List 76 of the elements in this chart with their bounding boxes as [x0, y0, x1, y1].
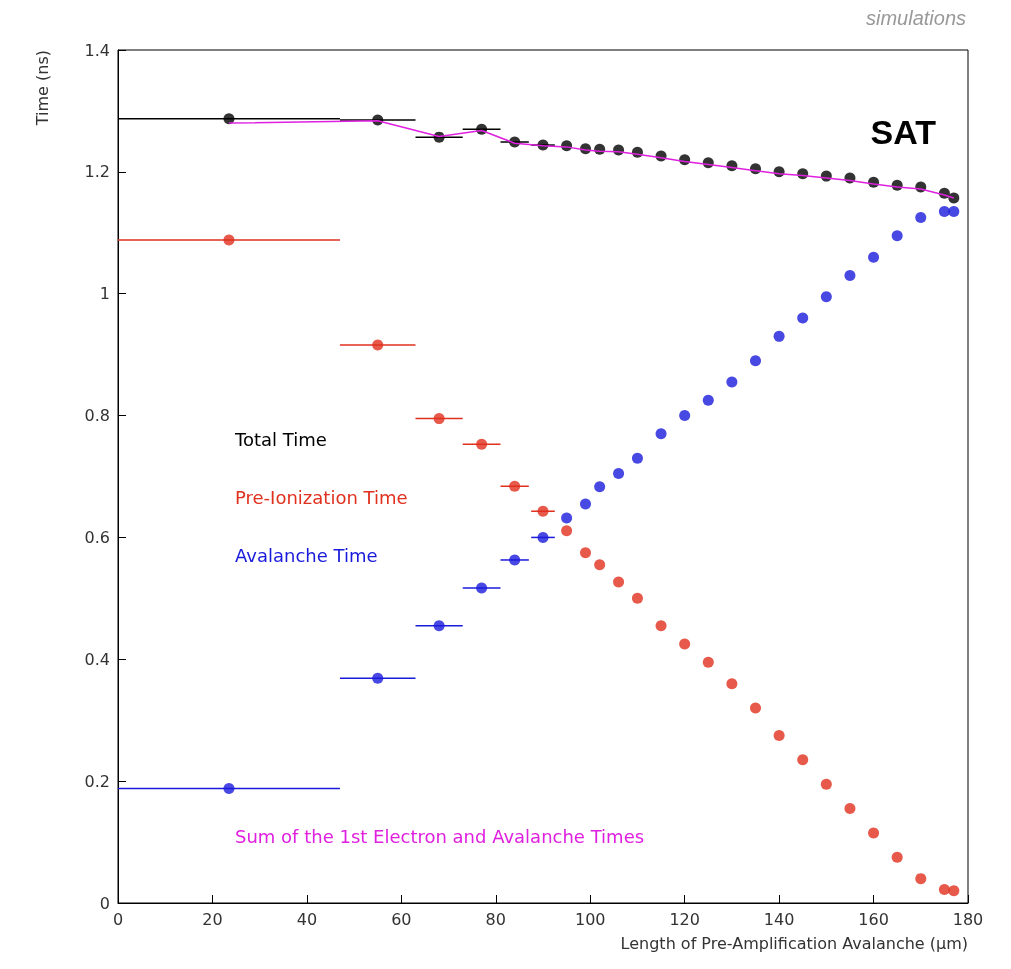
point [476, 582, 488, 594]
y-tick-label: 0.6 [84, 527, 110, 547]
point [580, 547, 591, 559]
point [726, 678, 738, 690]
point [750, 702, 761, 714]
point [820, 778, 832, 790]
point [797, 312, 809, 324]
point [561, 512, 573, 524]
point [891, 230, 903, 242]
x-tick-label: 80 [485, 909, 506, 929]
y-tick-label: 0.8 [84, 406, 110, 426]
point [433, 620, 445, 632]
point [844, 269, 856, 281]
x-tick-label: 40 [296, 909, 318, 929]
point [679, 410, 691, 422]
text: Sum of the 1st Electron and Avalanche Times [235, 825, 645, 847]
point [631, 592, 643, 604]
text: Total Time [234, 428, 327, 450]
point [773, 330, 785, 342]
point [915, 873, 927, 885]
x-tick-label: 60 [391, 909, 412, 929]
text: Pre-Ionization Time [235, 486, 408, 508]
y-tick-label: 0 [99, 893, 110, 913]
y-tick-label: 1 [99, 284, 110, 304]
x-tick-label: 20 [202, 909, 223, 929]
y-tick-label: 1.2 [84, 162, 110, 182]
text: Avalanche Time [235, 544, 378, 566]
point [223, 234, 235, 246]
point [726, 376, 738, 388]
point [655, 620, 667, 632]
x-tick-label: 160 [858, 909, 889, 929]
point [372, 339, 384, 351]
point [750, 355, 761, 367]
point [938, 884, 950, 896]
point [509, 554, 521, 566]
point [561, 525, 573, 537]
point [891, 851, 903, 863]
point [537, 505, 549, 517]
y-axis-title: Time (ns) [32, 50, 52, 127]
y-tick-label: 0.4 [84, 649, 110, 669]
point [948, 885, 960, 897]
point [702, 394, 714, 406]
point [372, 672, 384, 684]
point [594, 559, 606, 571]
point [948, 205, 960, 217]
point [613, 576, 625, 588]
text: simulations [865, 7, 967, 29]
x-tick-label: 100 [574, 909, 606, 929]
point [594, 481, 606, 493]
point [938, 205, 950, 217]
point [797, 754, 809, 766]
y-tick-label: 0.2 [84, 771, 110, 791]
point [868, 251, 880, 263]
x-axis-title: Length of Pre-Amplification Avalanche (μm) [620, 933, 968, 953]
point [613, 467, 625, 479]
point [820, 291, 832, 303]
point [509, 480, 521, 492]
point [773, 729, 785, 741]
point [915, 212, 927, 224]
x-tick-label: 180 [952, 909, 984, 929]
point [223, 782, 235, 794]
point [631, 452, 643, 464]
y-tick-label: 1.4 [84, 40, 110, 60]
point [844, 803, 856, 815]
point [476, 438, 488, 450]
x-tick-label: 120 [669, 909, 700, 929]
annotation: SAT [870, 113, 937, 151]
point [868, 827, 880, 839]
point [580, 498, 591, 510]
point [702, 656, 714, 668]
point [537, 531, 549, 543]
point [655, 428, 667, 440]
x-tick-label: 0 [112, 909, 124, 929]
point [433, 413, 445, 425]
x-tick-label: 140 [763, 909, 795, 929]
point [679, 638, 691, 650]
